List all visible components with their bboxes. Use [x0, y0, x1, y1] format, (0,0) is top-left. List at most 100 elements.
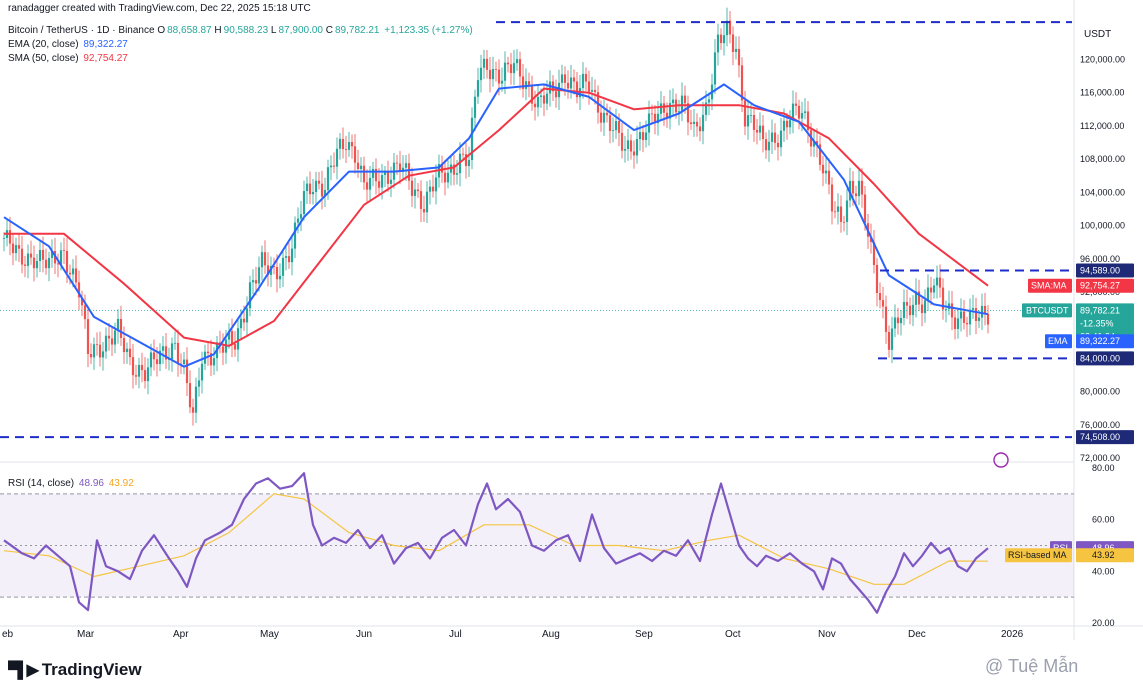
candle-body: [794, 103, 798, 106]
ema-tag-label: EMA: [1048, 336, 1068, 346]
close-label: C: [325, 25, 333, 36]
candle-body: [404, 163, 408, 168]
candle-body: [650, 113, 654, 115]
candle-body: [524, 81, 528, 89]
symbol-tag-label: BTCUSDT: [1026, 305, 1069, 315]
candle-body: [308, 183, 312, 195]
candle-body: [278, 275, 282, 280]
candle-body: [791, 103, 795, 121]
candle-body: [233, 343, 237, 350]
candle-body: [386, 172, 390, 184]
candle-body: [749, 114, 753, 116]
candle-body: [452, 164, 456, 175]
candle-body: [440, 164, 444, 173]
candle-body: [257, 267, 261, 284]
candle-body: [533, 103, 537, 108]
candle-body: [956, 318, 960, 329]
candle-body: [74, 268, 78, 283]
candle-body: [644, 132, 648, 141]
candle-body: [377, 181, 381, 188]
candle-body: [80, 297, 84, 306]
candle-body: [227, 331, 231, 340]
time-tick-label: Dec: [908, 629, 926, 640]
candle-body: [146, 367, 150, 382]
candle-body: [641, 132, 645, 141]
candle-body: [353, 146, 357, 163]
sma-legend[interactable]: SMA (50, close) 92,754.27: [8, 53, 128, 65]
candle-body: [248, 282, 252, 309]
candle-body: [98, 344, 102, 358]
candle-body: [818, 144, 822, 165]
candle-body: [293, 222, 297, 249]
candle-body: [158, 350, 162, 365]
candle-body: [290, 248, 294, 263]
candle-body: [368, 177, 372, 190]
candle-body: [44, 259, 48, 269]
candle-body: [890, 328, 894, 350]
tv-logo-icon: ▀▌▶: [8, 662, 39, 679]
candle-body: [737, 48, 741, 66]
tradingview-logo[interactable]: ▀▌▶ TradingView: [8, 660, 142, 680]
candle-body: [944, 309, 948, 310]
candle-body: [59, 250, 63, 265]
candle-body: [665, 112, 669, 119]
candle-body: [518, 59, 522, 77]
candle-body: [62, 250, 66, 252]
change-value: +1,123.35 (+1.27%): [384, 25, 473, 36]
candle-body: [329, 165, 333, 168]
candle-body: [911, 304, 915, 316]
candle-body: [923, 300, 927, 314]
candle-body: [530, 84, 534, 104]
candle-body: [209, 353, 213, 366]
candle-body: [29, 253, 33, 258]
candle-body: [263, 252, 267, 266]
candle-body: [128, 348, 132, 358]
rsi-legend[interactable]: RSI (14, close) 48.96 43.92: [8, 478, 134, 490]
candle-body: [836, 206, 840, 212]
rsi-tick-label: 20.00: [1092, 618, 1115, 628]
candle-body: [842, 221, 846, 223]
time-tick-label: Aug: [542, 629, 560, 640]
candle-body: [938, 277, 942, 288]
candle-body: [302, 191, 306, 215]
candle-body: [569, 77, 573, 89]
candle-body: [500, 80, 504, 84]
candle-body: [362, 165, 366, 183]
candle-body: [536, 96, 540, 108]
candle-body: [560, 74, 564, 83]
candle-body: [743, 100, 747, 127]
candle-body: [680, 95, 684, 112]
price-tick-label: 80,000.00: [1080, 387, 1120, 397]
candle-body: [746, 115, 750, 127]
candle-body: [77, 282, 81, 298]
candle-body: [23, 264, 27, 266]
candle-body: [635, 139, 639, 156]
candle-body: [920, 304, 924, 314]
candle-body: [425, 191, 429, 213]
candle-body: [776, 142, 780, 148]
level-label-box: [1076, 351, 1134, 366]
candle-body: [806, 111, 810, 131]
candle-body: [431, 186, 435, 192]
candle-body: [245, 308, 249, 323]
ema-legend[interactable]: EMA (20, close) 89,322.27: [8, 39, 128, 51]
candle-body: [68, 272, 72, 275]
candle-body: [758, 125, 762, 133]
rsi-value-label: 48.96: [1092, 543, 1115, 553]
candle-body: [830, 184, 834, 212]
candle-body: [470, 117, 474, 161]
candle-body: [194, 386, 198, 413]
candle-body: [686, 103, 690, 123]
brand-name: TradingView: [41, 660, 142, 679]
time-tick-label: Jun: [356, 629, 372, 640]
candle-body: [683, 95, 687, 104]
candle-body: [638, 132, 642, 140]
candle-body: [272, 266, 276, 268]
candle-body: [299, 214, 303, 219]
last-change-label: -12.35%: [1080, 318, 1114, 328]
low-label: L: [270, 25, 277, 36]
candle-body: [251, 280, 255, 283]
candle-body: [239, 318, 243, 329]
candle-body: [413, 189, 417, 196]
